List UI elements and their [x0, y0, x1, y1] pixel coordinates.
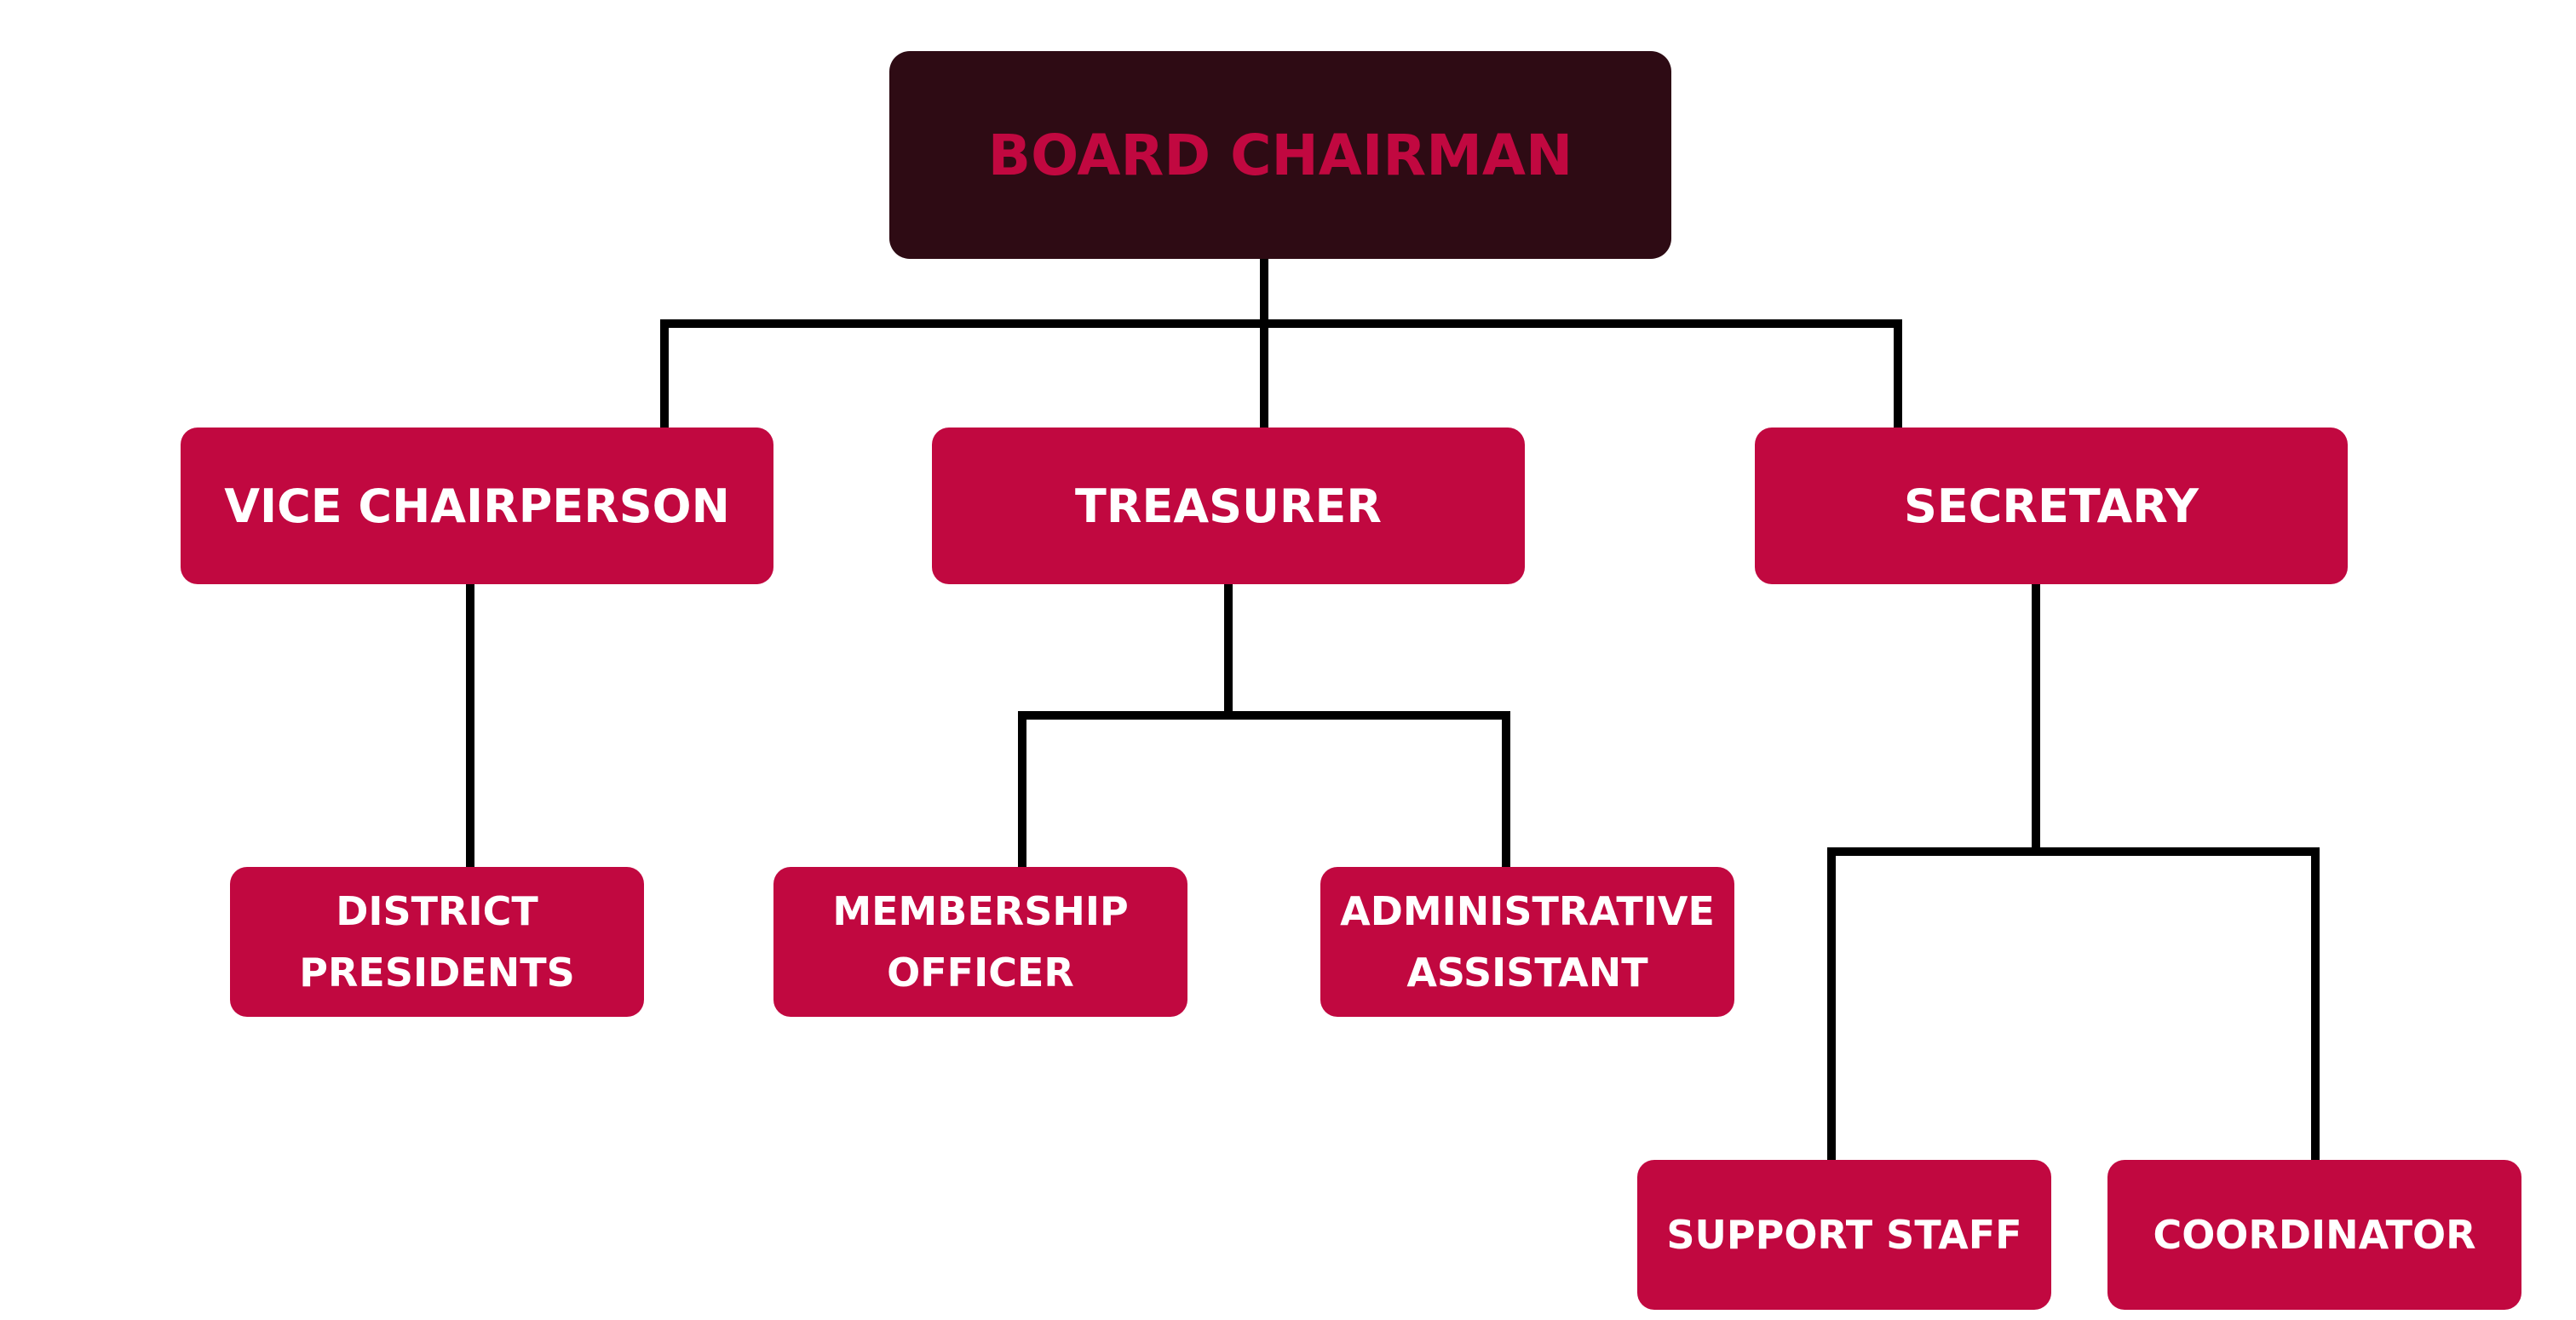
- node-membership-officer: MEMBERSHIP OFFICER: [773, 867, 1187, 1017]
- node-membership-officer-line2: OFFICER: [887, 950, 1074, 996]
- node-secretary: SECRETARY: [1755, 428, 2348, 584]
- node-district-presidents-line1: DISTRICT: [336, 888, 538, 934]
- node-vice-chairperson-label: VICE CHAIRPERSON: [224, 479, 730, 533]
- node-vice-chairperson: VICE CHAIRPERSON: [181, 428, 773, 584]
- node-treasurer: TREASURER: [932, 428, 1525, 584]
- node-district-presidents: DISTRICT PRESIDENTS: [230, 867, 644, 1017]
- node-secretary-label: SECRETARY: [1903, 479, 2199, 533]
- node-support-staff: SUPPORT STAFF: [1637, 1160, 2051, 1310]
- node-board-chairman-label: BOARD CHAIRMAN: [987, 122, 1573, 188]
- node-support-staff-label: SUPPORT STAFF: [1666, 1212, 2022, 1258]
- node-coordinator-label: COORDINATOR: [2153, 1212, 2476, 1258]
- node-board-chairman: BOARD CHAIRMAN: [889, 51, 1671, 259]
- node-membership-officer-line1: MEMBERSHIP: [832, 888, 1129, 934]
- node-treasurer-label: TREASURER: [1075, 479, 1382, 533]
- node-coordinator: COORDINATOR: [2107, 1160, 2521, 1310]
- node-administrative-assistant: ADMINISTRATIVE ASSISTANT: [1320, 867, 1734, 1017]
- node-administrative-assistant-line2: ASSISTANT: [1406, 950, 1648, 996]
- node-district-presidents-line2: PRESIDENTS: [299, 950, 575, 996]
- node-administrative-assistant-line1: ADMINISTRATIVE: [1340, 888, 1715, 934]
